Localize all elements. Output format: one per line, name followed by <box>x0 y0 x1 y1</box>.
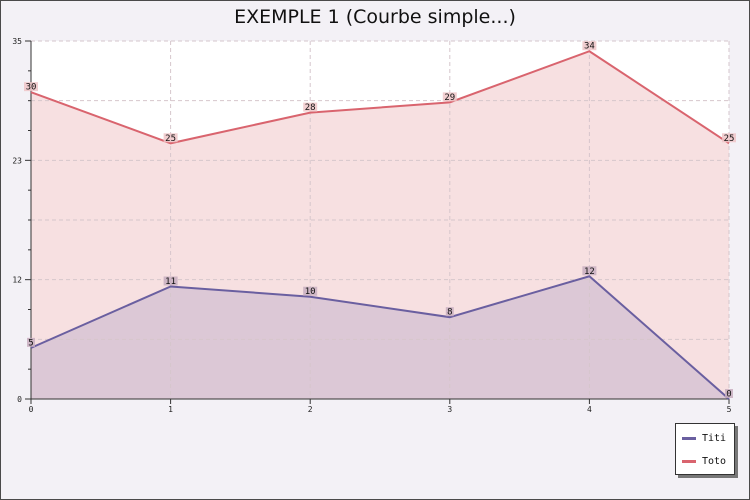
legend-label-toto: Toto <box>702 456 727 467</box>
data-label-bg <box>445 307 454 317</box>
legend-label-titi: Titi <box>702 433 727 444</box>
data-label-titi: 11 <box>165 277 176 287</box>
series-line-titi <box>30 275 730 400</box>
data-label-titi: 8 <box>447 308 452 318</box>
y-tick-label: 23 <box>12 156 22 165</box>
data-label-bg <box>27 337 35 347</box>
series-line-toto <box>30 50 730 145</box>
data-label-bg <box>722 133 736 143</box>
legend-item-toto: Toto <box>682 456 726 467</box>
data-label-bg <box>24 82 38 92</box>
legend-swatch-titi <box>682 437 696 440</box>
x-tick-label: 2 <box>308 405 313 414</box>
data-label-toto: 30 <box>26 83 37 93</box>
data-label-toto: 25 <box>165 134 176 144</box>
chart-title: EXEMPLE 1 (Courbe simple...) <box>234 6 516 28</box>
area-fill-titi <box>31 276 729 399</box>
data-label-bg <box>582 41 597 51</box>
data-label-toto: 34 <box>584 42 595 52</box>
y-tick-label: 0 <box>17 395 22 404</box>
chart-legend: Titi Toto <box>675 423 735 475</box>
data-label-bg <box>442 92 457 102</box>
x-tick-label: 0 <box>29 405 34 414</box>
data-label-toto: 29 <box>444 93 455 103</box>
x-tick-label: 4 <box>587 405 592 414</box>
x-tick-label: 1 <box>168 405 173 414</box>
data-label-bg <box>163 276 178 286</box>
data-label-bg <box>582 266 597 276</box>
x-tick-label: 5 <box>727 405 732 414</box>
data-label-toto: 28 <box>305 103 316 113</box>
data-label-bg <box>303 286 318 296</box>
data-label-titi: 12 <box>584 267 595 277</box>
x-tick-label: 3 <box>447 405 452 414</box>
y-tick-label: 12 <box>12 276 22 285</box>
data-label-titi: 10 <box>305 287 316 297</box>
y-tick-label: 35 <box>12 37 22 46</box>
data-label-titi: 5 <box>28 338 33 348</box>
legend-swatch-toto <box>682 460 696 463</box>
legend-item-titi: Titi <box>682 433 726 444</box>
data-label-bg <box>725 389 733 398</box>
data-label-bg <box>303 102 318 112</box>
data-label-toto: 25 <box>724 134 735 144</box>
data-label-titi: 0 <box>726 390 731 400</box>
data-label-bg <box>163 133 178 143</box>
